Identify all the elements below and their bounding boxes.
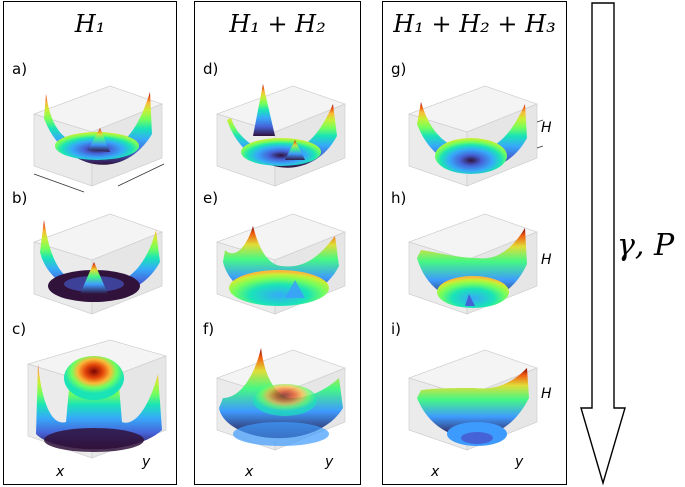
surface-plot-b <box>32 213 164 315</box>
x-axis-label: x <box>56 464 65 480</box>
panel-label-b: b) <box>12 189 28 207</box>
x-axis-label: x <box>245 464 254 480</box>
surface-plot-i <box>407 349 539 451</box>
y-axis-label: y <box>515 454 524 470</box>
panel-label-d: d) <box>203 60 219 78</box>
z-axis-label: H <box>541 386 552 402</box>
arrow-label: γ, P <box>617 228 675 263</box>
surface-plot-e <box>215 213 347 315</box>
panel-label-h: h) <box>391 189 407 207</box>
panel-label-i: i) <box>391 320 402 338</box>
column-h1-h2: H₁ + H₂ d) e) f) x y <box>194 1 361 485</box>
surface-plot-c <box>26 339 168 459</box>
panel-label-a: a) <box>12 60 28 78</box>
surface-plot-a <box>32 85 165 193</box>
panel-label-g: g) <box>391 60 407 78</box>
column-h1: H₁ a) b) c) x y <box>3 1 177 485</box>
x-axis-label: x <box>431 464 440 480</box>
column-title: H₁ <box>74 10 106 38</box>
surface-plot-d <box>215 84 347 187</box>
parameter-arrow <box>580 2 626 486</box>
y-axis-label: y <box>142 454 151 470</box>
y-axis-label: y <box>325 454 334 470</box>
column-h1-h2-h3: H₁ + H₂ + H₃ g) H h) H i) H <box>382 1 567 485</box>
panel-label-e: e) <box>203 189 219 207</box>
panel-label-f: f) <box>203 320 215 338</box>
surface-plot-g <box>407 85 544 187</box>
panel-label-c: c) <box>12 320 27 338</box>
z-axis-label: H <box>541 252 552 268</box>
z-axis-label: H <box>541 120 552 136</box>
column-title: H₁ + H₂ <box>229 10 326 38</box>
surface-plot-h <box>407 213 539 315</box>
surface-plot-f <box>215 348 347 451</box>
column-title: H₁ + H₂ + H₃ <box>393 10 556 38</box>
